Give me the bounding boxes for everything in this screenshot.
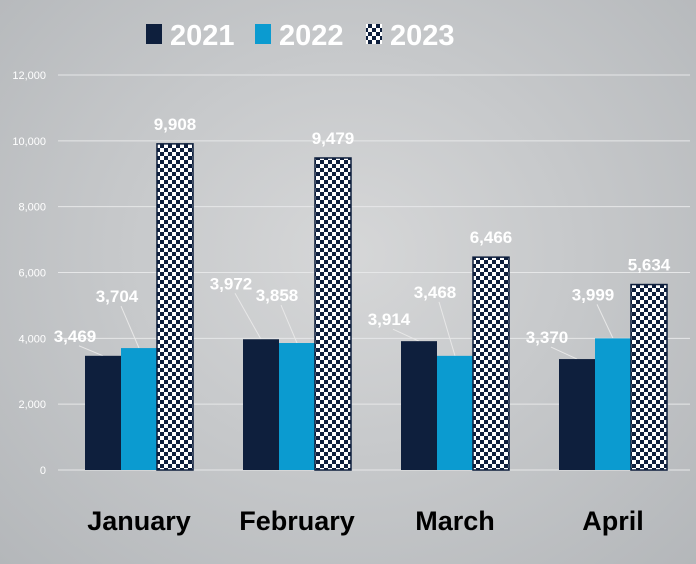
bar-2021-february [243, 339, 279, 470]
data-label: 3,704 [96, 287, 139, 306]
x-axis: January February March April [87, 506, 644, 536]
bar-2023-january [156, 143, 194, 471]
bars [85, 143, 668, 471]
category-label-february: February [239, 506, 355, 536]
y-tick-label: 10,000 [12, 136, 46, 148]
legend-swatch-2022 [255, 24, 271, 44]
y-tick-label: 6,000 [18, 268, 46, 280]
bar-2021-april [559, 359, 595, 470]
bar-2023-april [630, 283, 668, 471]
data-label: 3,999 [572, 285, 615, 304]
legend-label-2022: 2022 [279, 20, 344, 52]
category-label-april: April [582, 506, 644, 536]
bar-2021-january [85, 355, 121, 470]
data-label: 6,466 [470, 228, 513, 247]
y-tick-label: 0 [40, 465, 46, 477]
leader-line [596, 304, 614, 339]
data-label: 3,469 [54, 327, 97, 346]
legend: 2021 2022 2023 [146, 20, 455, 52]
data-label: 3,468 [414, 283, 457, 302]
bar-2021-march [401, 341, 437, 470]
y-tick-label: 2,000 [18, 399, 46, 411]
leader-line [550, 346, 578, 360]
data-label: 5,634 [628, 256, 671, 275]
leader-line [438, 301, 456, 356]
y-tick-label: 8,000 [18, 202, 46, 214]
bar-2023-february [314, 157, 352, 471]
legend-swatch-2023 [366, 24, 382, 44]
data-label: 3,972 [210, 274, 253, 293]
data-label: 3,858 [256, 286, 299, 305]
bar-2022-march [437, 355, 473, 470]
leader-line [120, 305, 140, 349]
y-tick-label: 12,000 [12, 70, 46, 82]
data-label: 9,479 [312, 129, 355, 148]
leader-line [392, 328, 420, 342]
legend-swatch-2021 [146, 24, 162, 44]
y-axis: 0 2,000 4,000 6,000 8,000 10,000 12,000 [12, 70, 46, 477]
bar-2022-february [279, 343, 315, 470]
leader-line [78, 345, 104, 357]
leader-line [234, 293, 262, 340]
leader-line [280, 304, 298, 344]
data-label: 9,908 [154, 115, 197, 134]
y-tick-label: 4,000 [18, 333, 46, 345]
connector-lines [78, 293, 614, 360]
bar-2022-april [595, 338, 631, 470]
category-label-january: January [87, 506, 191, 536]
data-label: 3,370 [526, 328, 569, 347]
bar-2022-january [121, 348, 157, 470]
category-label-march: March [415, 506, 495, 536]
bar-2023-march [472, 256, 510, 471]
data-label: 3,914 [368, 310, 411, 329]
legend-label-2023: 2023 [390, 20, 455, 52]
legend-label-2021: 2021 [170, 20, 235, 52]
